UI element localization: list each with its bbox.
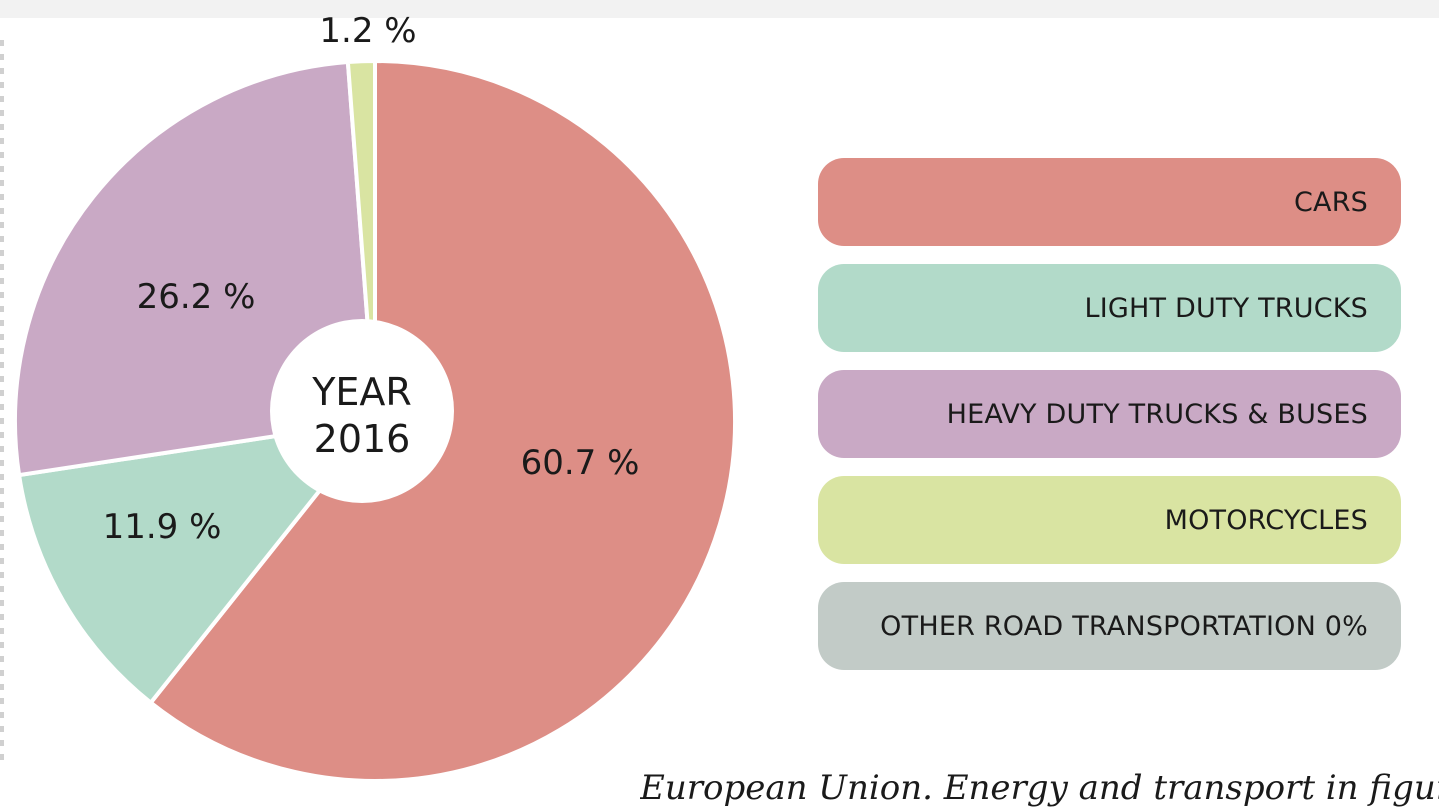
left-border xyxy=(0,40,4,760)
top-border xyxy=(0,0,1439,18)
legend-label: OTHER ROAD TRANSPORTATION 0% xyxy=(880,610,1368,642)
legend-item: LIGHT DUTY TRUCKS xyxy=(818,264,1401,352)
center-label-year: YEAR xyxy=(311,370,412,414)
legend-item: CARS xyxy=(818,158,1401,246)
pie-data-label: 11.9 % xyxy=(103,507,222,547)
pie-data-label: 26.2 % xyxy=(137,277,256,317)
pie-data-label: 60.7 % xyxy=(521,443,640,483)
pie-slice-light-duty-trucks xyxy=(16,418,380,706)
center-label-value: 2016 xyxy=(314,417,411,461)
legend-label: LIGHT DUTY TRUCKS xyxy=(1084,292,1368,324)
pie-chart: YEAR 2016 60.7 % 11.9 % 26.2 % 1.2 % xyxy=(13,11,737,783)
pie-data-label: 1.2 % xyxy=(319,11,416,51)
legend-item: OTHER ROAD TRANSPORTATION 0% xyxy=(818,582,1401,670)
pie-labels: 60.7 % 11.9 % 26.2 % 1.2 % xyxy=(103,11,640,547)
legend-item: HEAVY DUTY TRUCKS & BUSES xyxy=(818,370,1401,458)
legend-label: HEAVY DUTY TRUCKS & BUSES xyxy=(946,398,1368,430)
legend-label: MOTORCYCLES xyxy=(1164,504,1368,536)
legend-item: MOTORCYCLES xyxy=(818,476,1401,564)
center-hole xyxy=(270,319,454,503)
legend: CARS LIGHT DUTY TRUCKS HEAVY DUTY TRUCKS &… xyxy=(818,158,1401,688)
source-caption: European Union. Energy and transport in … xyxy=(640,768,1439,808)
legend-label: CARS xyxy=(1293,186,1368,218)
